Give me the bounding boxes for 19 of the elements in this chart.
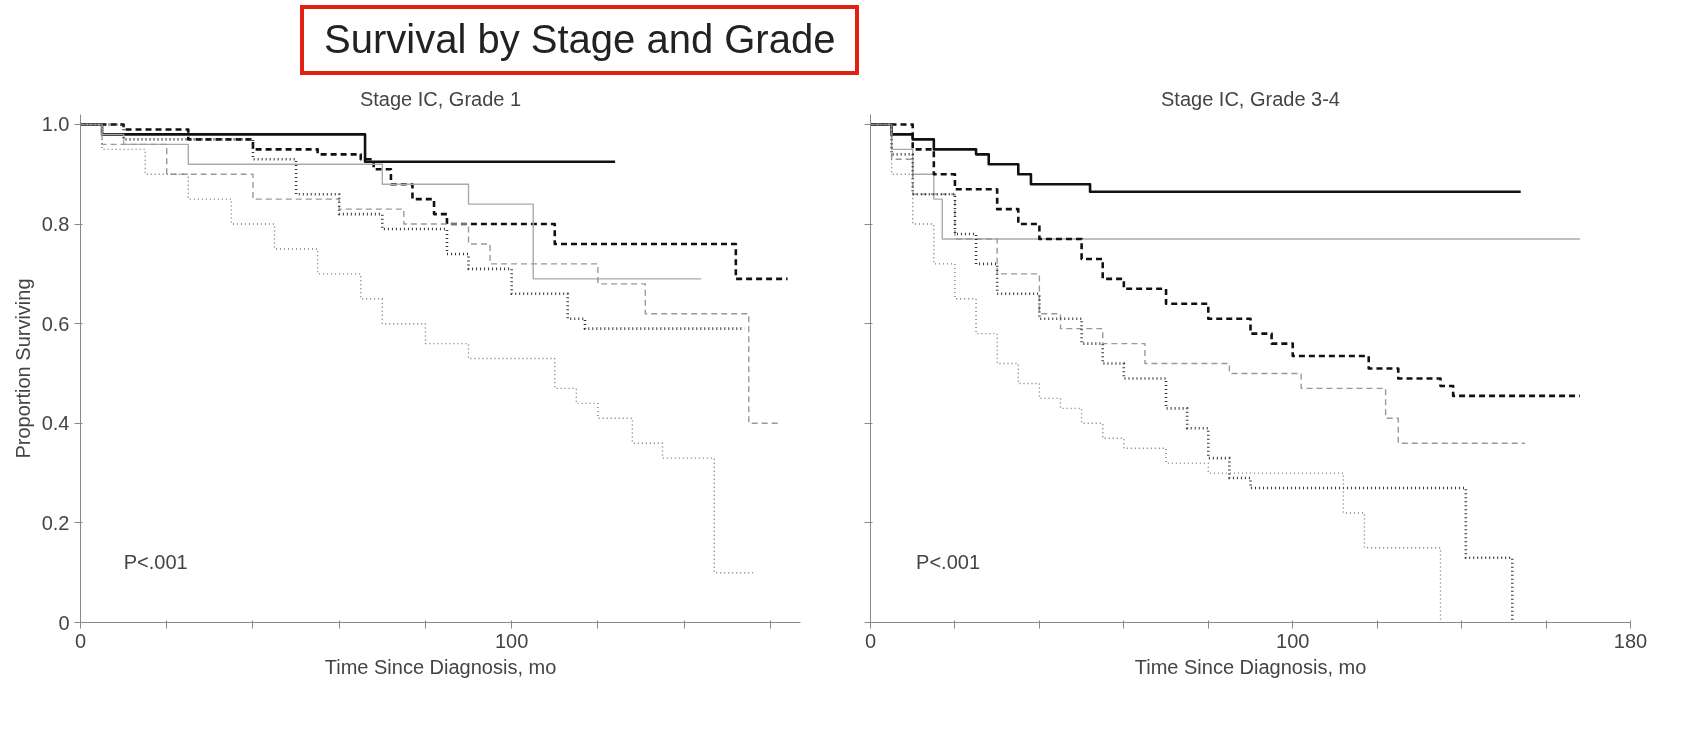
annotation: P<.001 xyxy=(916,550,981,573)
y-tick-label: 0.8 xyxy=(41,213,70,236)
y-tick-label: 0.6 xyxy=(41,312,70,335)
x-tick-label: 180 xyxy=(1613,629,1648,652)
chart-title: Stage IC, Grade 1 xyxy=(359,87,522,110)
y-tick-label: 0 xyxy=(58,611,70,634)
x-axis-title: Time Since Diagnosis, mo xyxy=(324,655,557,678)
y-tick-label: 0.2 xyxy=(41,511,70,534)
annotation: P<.001 xyxy=(123,550,188,573)
y-axis-title: Proportion Surviving xyxy=(11,278,34,459)
x-tick-label: 100 xyxy=(494,629,529,652)
x-tick-label: 0 xyxy=(74,629,87,652)
y-tick-label: 0.4 xyxy=(41,412,70,435)
chart-title: Stage IC, Grade 3-4 xyxy=(1161,87,1340,110)
y-tick-label: 1.0 xyxy=(41,113,70,136)
x-tick-label: 0 xyxy=(864,629,877,652)
x-axis-title: Time Since Diagnosis, mo xyxy=(1134,655,1367,678)
text: Survival by Stage and Grade xyxy=(324,16,836,63)
x-tick-label: 100 xyxy=(1276,629,1310,652)
